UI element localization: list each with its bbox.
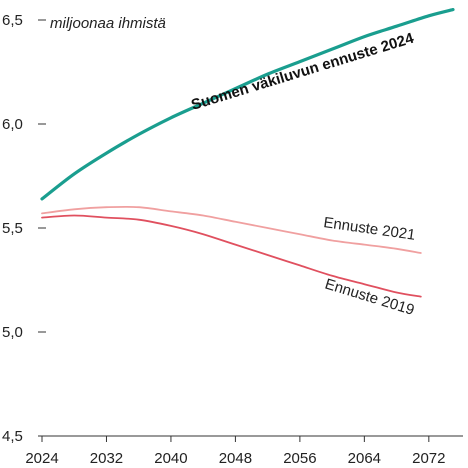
x-tick-label: 2064 [348, 450, 381, 467]
y-tick-label: 5,0 [2, 324, 23, 341]
x-tick-label: 2048 [219, 450, 252, 467]
y-tick-label: 5,5 [2, 220, 23, 237]
y-tick-label: 6,5 [2, 12, 23, 29]
series-line-3 [41, 214, 422, 298]
y-axis-unit-label: miljoonaa ihmistä [50, 15, 166, 32]
series-label-2024: Suomen väkiluvun ennuste 2024 [189, 30, 416, 114]
x-tick-label: 2072 [412, 450, 445, 467]
x-tick-label: 2040 [154, 450, 187, 467]
y-tick-label: 6,0 [2, 116, 23, 133]
x-tick-label: 2056 [283, 450, 316, 467]
series-line-1 [40, 8, 455, 201]
x-tick-label: 2024 [25, 450, 58, 467]
x-tick-label: 2032 [90, 450, 123, 467]
y-tick-label: 4,5 [2, 428, 23, 445]
series-layer [40, 8, 455, 298]
axes: 4,5 5,0 5,5 6,0 6,5 2024 2032 2040 2048 2056 2064 2… [2, 12, 463, 467]
series-line-2 [41, 205, 422, 254]
series-label-2021: Ennuste 2021 [322, 214, 416, 244]
series-label-2019: Ennuste 2019 [323, 276, 417, 319]
